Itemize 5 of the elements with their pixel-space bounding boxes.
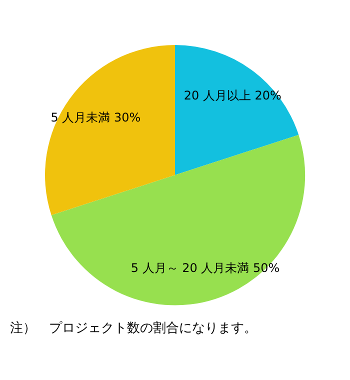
pie-slice (175, 45, 299, 175)
pie-slice (51, 134, 305, 306)
pie-slice (45, 45, 175, 216)
text: 注） プロジェクト数の割合になります。 (10, 321, 257, 336)
slice-label: 5 人月未満 30% (50, 110, 141, 124)
